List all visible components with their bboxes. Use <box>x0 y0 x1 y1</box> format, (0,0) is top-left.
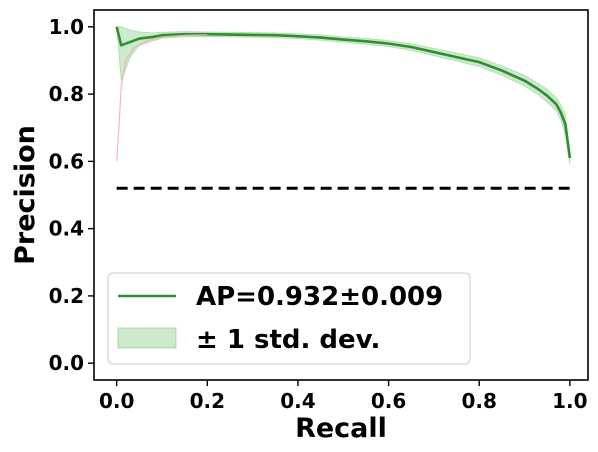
legend-band-swatch <box>117 327 177 349</box>
x-tick-label: 0.2 <box>190 389 225 413</box>
legend-label-std: ± 1 std. dev. <box>196 325 380 355</box>
fold-curve-faint <box>116 33 208 162</box>
plot-area <box>115 26 572 190</box>
y-tick-label: 0.6 <box>49 149 84 173</box>
y-tick-label: 0.4 <box>49 217 84 241</box>
std-dev-band <box>116 26 571 165</box>
x-tick-label: 0.8 <box>462 389 497 413</box>
legend-box <box>107 272 471 365</box>
y-tick-label: 0.2 <box>49 284 84 308</box>
y-tick-label: 0.0 <box>49 351 84 375</box>
legend-label-ap: AP=0.932±0.009 <box>196 282 443 312</box>
x-tick-label: 1.0 <box>552 389 587 413</box>
y-tick-label: 0.8 <box>49 82 84 106</box>
mean-pr-line <box>115 26 572 159</box>
legend: AP=0.932±0.009 ± 1 std. dev. <box>107 272 471 365</box>
x-tick-label: 0.6 <box>371 389 406 413</box>
x-tick-label: 0.4 <box>280 389 315 413</box>
plot-frame <box>93 9 589 381</box>
axis-ticks: 0.0 0.2 0.4 0.6 0.8 1.0 0.0 0.2 0.4 0.6 0.8 1.0 <box>49 15 588 413</box>
y-axis-label: Precision <box>10 125 41 265</box>
y-tick-label: 1.0 <box>49 15 84 39</box>
x-axis-label: Recall <box>295 413 387 444</box>
x-tick-label: 0.0 <box>99 389 134 413</box>
